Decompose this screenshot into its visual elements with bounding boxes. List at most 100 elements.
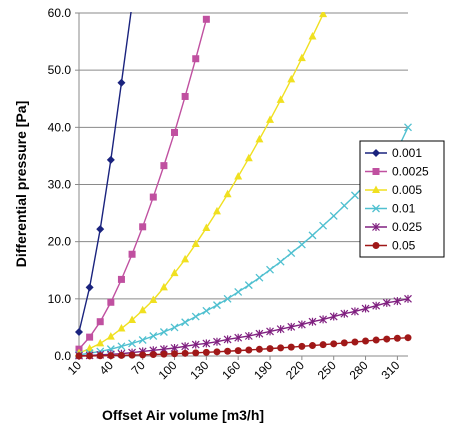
data-point: [255, 345, 263, 353]
data-point: [149, 332, 158, 340]
data-point: [117, 324, 126, 332]
x-tick-label: 160: [219, 358, 243, 382]
data-point: [160, 162, 168, 170]
legend-marker: [372, 223, 380, 231]
data-point: [128, 250, 136, 258]
data-point: [276, 325, 285, 334]
data-point: [244, 281, 253, 290]
legend-label: 0.01: [392, 202, 416, 216]
data-point: [107, 352, 115, 360]
data-point: [383, 335, 391, 343]
data-point: [75, 327, 83, 336]
data-point: [191, 239, 200, 247]
data-point: [319, 221, 328, 230]
data-point: [96, 225, 105, 234]
data-point: [117, 275, 125, 283]
legend-item: 0.0025: [365, 165, 429, 179]
legend-item: 0.005: [365, 183, 422, 197]
y-tick-label: 40.0: [48, 120, 72, 134]
data-point: [266, 265, 274, 274]
data-point: [287, 74, 296, 83]
data-point: [329, 312, 338, 321]
data-point: [255, 134, 264, 143]
data-point: [277, 344, 285, 352]
data-point: [319, 12, 328, 18]
data-point: [351, 338, 359, 346]
data-point: [181, 342, 190, 351]
data-point: [181, 349, 189, 357]
data-point: [224, 347, 232, 355]
data-point: [234, 333, 243, 342]
data-point: [297, 320, 306, 329]
legend-label: 0.005: [392, 183, 422, 197]
data-point: [117, 78, 126, 87]
data-point: [202, 306, 211, 315]
data-point: [329, 211, 338, 220]
x-tick-label: 70: [128, 358, 148, 378]
data-point: [266, 345, 274, 353]
data-point: [181, 254, 190, 263]
legend-marker: [372, 185, 380, 193]
data-point: [245, 346, 253, 354]
plot-series: [75, 12, 412, 360]
data-point: [149, 295, 158, 303]
data-point: [202, 339, 211, 348]
legend-label: 0.0025: [392, 165, 429, 179]
data-point: [170, 268, 179, 277]
data-point: [382, 298, 391, 307]
data-point: [181, 92, 189, 100]
data-point: [287, 249, 296, 258]
data-point: [106, 332, 115, 340]
data-point: [75, 352, 83, 360]
data-point: [96, 318, 104, 326]
series-line: [78, 127, 409, 356]
data-point: [330, 340, 338, 348]
data-point: [117, 342, 126, 351]
data-point: [213, 301, 221, 310]
series-line: [78, 298, 409, 357]
series-line: [78, 12, 325, 354]
grid-lines: [79, 12, 408, 357]
legend-item: 0.05: [365, 239, 416, 253]
legend-marker: [372, 149, 380, 157]
data-point: [202, 348, 210, 356]
data-point: [107, 298, 115, 306]
data-point: [276, 95, 285, 103]
legend-marker: [372, 168, 380, 175]
data-point: [191, 312, 200, 321]
data-point: [255, 273, 264, 282]
data-point: [139, 351, 147, 359]
data-point: [308, 342, 316, 350]
data-point: [223, 335, 232, 344]
y-tick-labels: 0.0 10.0 20.0 30.0 40.0 50.0 60.0: [48, 6, 79, 363]
data-point: [171, 128, 179, 136]
y-tick-label: 60.0: [48, 6, 72, 20]
series-line: [78, 12, 132, 333]
legend-label: 0.025: [392, 220, 422, 234]
x-axis-title: Offset Air volume [m3/h]: [102, 407, 264, 423]
data-point: [404, 334, 412, 342]
data-point: [86, 352, 94, 360]
legend-marker: [372, 204, 380, 213]
series-0.005: [75, 12, 328, 357]
legend-item: 0.025: [365, 220, 422, 234]
data-point: [213, 348, 221, 356]
data-point: [350, 191, 359, 200]
legend-label: 0.05: [392, 239, 416, 253]
data-point: [308, 31, 317, 40]
data-point: [308, 317, 317, 326]
data-point: [223, 189, 232, 198]
data-point: [159, 328, 168, 336]
data-point: [276, 257, 285, 266]
data-point: [139, 223, 147, 231]
data-point: [192, 349, 200, 357]
legend: 0.001 0.0025 0.005 0.01 0.025 0.05: [359, 140, 445, 258]
data-point: [138, 336, 147, 344]
data-point: [404, 294, 412, 303]
data-point: [170, 323, 179, 332]
data-point: [297, 240, 306, 249]
data-point: [96, 338, 105, 347]
x-tick-label: 40: [97, 358, 117, 378]
x-tick-labels: 10 40 70 100 130 160 190 220 250 280 310: [65, 356, 403, 382]
